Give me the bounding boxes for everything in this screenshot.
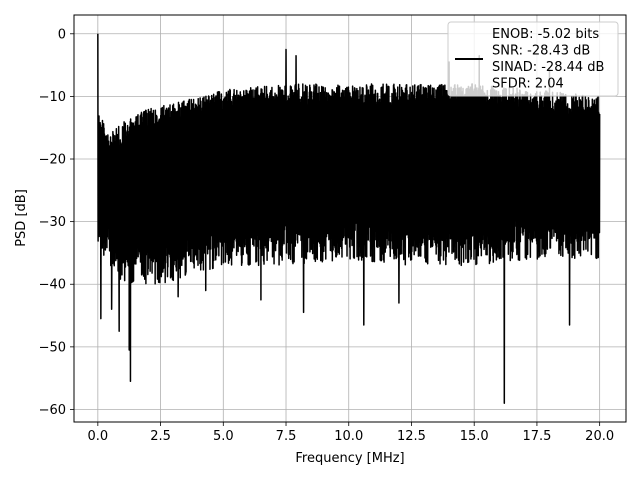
y-tick-label: 0	[58, 27, 66, 42]
x-tick-label: 12.5	[397, 429, 426, 444]
legend-entry: SFDR: 2.04	[492, 77, 564, 92]
y-axis-label: PSD [dB]	[14, 189, 29, 247]
x-tick-label: 0.0	[87, 429, 108, 444]
legend-entry: SNR: -28.43 dB	[492, 44, 590, 59]
series-group	[97, 33, 601, 404]
x-tick-label: 2.5	[150, 429, 171, 444]
legend-entry: SINAD: -28.44 dB	[492, 60, 604, 75]
x-tick-label: 17.5	[522, 429, 551, 444]
y-tick-label: −10	[39, 90, 66, 105]
x-tick-label: 15.0	[460, 429, 489, 444]
y-tick-label: −60	[39, 403, 66, 418]
legend-box	[447, 21, 619, 97]
psd-series-line	[97, 33, 601, 404]
x-tick-label: 20.0	[585, 429, 614, 444]
x-axis: 0.0 2.5 5.0 7.5 10.0 12.5 15.0 17.5 20.0	[87, 422, 614, 444]
x-tick-label: 10.0	[334, 429, 363, 444]
plot-frame	[73, 14, 627, 423]
y-tick-label: −50	[39, 340, 66, 355]
y-tick-label: −30	[39, 215, 66, 230]
y-tick-label: −40	[39, 278, 66, 293]
legend-entry: ENOB: -5.02 bits	[492, 27, 599, 42]
y-tick-label: −20	[39, 153, 66, 168]
x-tick-label: 5.0	[213, 429, 234, 444]
y-axis: 0 −10 −20 −30 −40 −50 −60	[39, 27, 74, 418]
x-tick-label: 7.5	[276, 429, 297, 444]
x-axis-label: Frequency [MHz]	[295, 451, 404, 466]
